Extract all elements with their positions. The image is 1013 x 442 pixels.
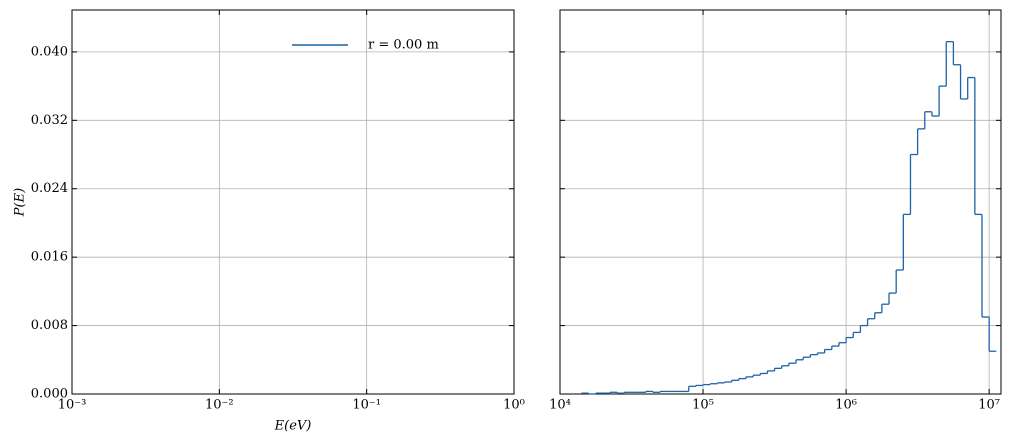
x-tick-label: 10⁷ <box>978 398 1000 413</box>
x-tick-label: 10⁴ <box>549 398 571 413</box>
axes-frame <box>559 9 1002 395</box>
y-axis-label: P(E) <box>13 188 28 217</box>
y-tick-label: 0.040 <box>31 44 68 59</box>
x-tick-label: 10⁻³ <box>58 398 87 413</box>
legend-label: r = 0.00 m <box>368 38 439 53</box>
x-tick-label: 10⁰ <box>503 398 525 413</box>
x-tick-label: 10⁻² <box>205 398 234 413</box>
x-tick-label: 10⁵ <box>692 398 714 413</box>
x-axis-label: E(eV) <box>274 419 312 434</box>
y-tick-label: 0.024 <box>31 181 68 196</box>
y-tick-label: 0.032 <box>31 113 68 128</box>
x-tick-label: 10⁶ <box>835 398 857 413</box>
x-tick-label: 10⁻¹ <box>352 398 381 413</box>
y-tick-label: 0.016 <box>31 250 68 265</box>
y-tick-label: 0.000 <box>31 387 68 402</box>
y-tick-label: 0.008 <box>31 318 68 333</box>
axes-frame <box>71 9 515 395</box>
